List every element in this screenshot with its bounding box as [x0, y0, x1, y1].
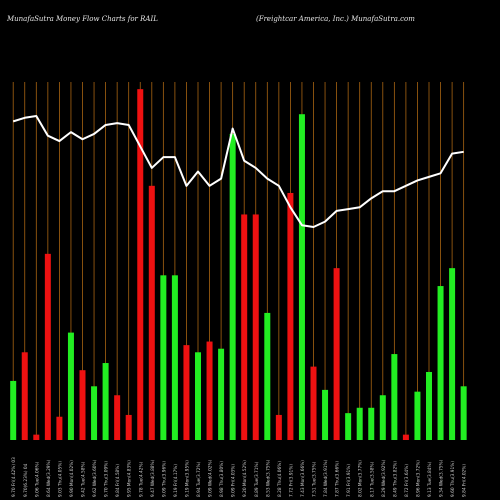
x-tick-label: 8.49 Thu(3.82%) [392, 461, 398, 497]
money-flow-bar-up [449, 268, 456, 440]
money-flow-bar-up [322, 389, 329, 440]
money-flow-bar-up [414, 391, 421, 440]
x-tick-label: 9.62 Wed(3.60%) [92, 459, 98, 497]
money-flow-bar-up [67, 332, 74, 440]
money-flow-bar-up [345, 413, 352, 440]
x-tick-label: 8.96 Mon(3.72%) [415, 460, 421, 497]
money-flow-bar-up [160, 275, 167, 440]
money-flow-bar-down [402, 434, 409, 440]
money-flow-bar-down [206, 341, 213, 440]
price-line [12, 115, 464, 228]
money-flow-bar-up [229, 133, 236, 440]
x-tick-label: 9.19 Mon(3.95%) [184, 460, 190, 497]
x-tick-label: 7.87 Thu(3.66%) [335, 461, 341, 497]
x-tick-label: 8.28 Thu(4.06%) [277, 461, 283, 497]
money-flow-bar-down [21, 352, 28, 440]
money-flow-bar-down [137, 89, 144, 440]
money-flow-bar-up [298, 114, 305, 440]
x-tick-label: 8.72 Fri(3.64%) [404, 464, 410, 497]
money-flow-bar-down [33, 434, 40, 440]
x-tick-label: 8.64 Wed(3.29%) [46, 459, 52, 497]
money-flow-bar-up [195, 352, 201, 440]
x-tick-label: 9.70(6.23%) 04 [23, 463, 29, 497]
money-flow-bar-down [183, 345, 190, 440]
x-tick-label: 9.70 Fri(4.42%) 03 [11, 457, 17, 497]
money-flow-bar-up [102, 363, 109, 440]
x-tick-label: 7.43 Mon(3.66%) [300, 460, 306, 497]
money-flow-bar-down [44, 253, 51, 440]
money-flow-bar-down [79, 370, 86, 440]
money-flow-bar-down [310, 366, 317, 440]
x-tick-label: 8.29 Wed(3.92%) [381, 459, 387, 497]
x-tick-label: 9.20 Mon(4.52%) [242, 460, 248, 497]
x-tick-label: 8.89 Tue(3.71%) [254, 461, 260, 497]
money-flow-bar-up [171, 275, 178, 440]
x-tick-label: 9.60 Thu(3.91%) [450, 461, 456, 497]
x-tick-label: 9.70 Thu(3.09%) [104, 461, 110, 497]
x-tick-label: 9.42 Tue(4.58%) [81, 461, 87, 497]
money-flow-bar-down [241, 214, 248, 440]
x-tick-label: 9.09 Fri(4.03%) [231, 464, 237, 497]
x-tick-label: 8.17 Tue(3.58%) [369, 461, 375, 497]
money-flow-bar-up [356, 407, 363, 440]
x-tick-label: 7.72 Fri(3.91%) [288, 464, 294, 497]
money-flow-bar-down [287, 192, 294, 440]
x-tick-label: 9.09 Wed(4.02%) [208, 459, 214, 497]
x-tick-label: 9.34 Wed(3.75%) [439, 459, 445, 497]
money-flow-bar-up [437, 286, 444, 440]
x-tick-label: 9.84 Fri(4.02%) [462, 464, 468, 497]
x-tick-label: 9.09 Thu(3.96%) [161, 461, 167, 497]
money-flow-bar-down [333, 268, 340, 440]
chart-title: MunafaSutra Money Flow Charts for RAIL [7, 15, 158, 23]
money-flow-bar-up [218, 348, 225, 440]
money-flow-bar-up [368, 407, 375, 440]
x-tick-label: 7.84 Wed(3.91%) [323, 459, 329, 497]
x-tick-label: 7.91 Fri(3.91%) [346, 464, 352, 497]
money-flow-bar-up [391, 354, 398, 440]
x-tick-label: 8.98 Thu(3.80%) [219, 461, 225, 497]
x-tick-label: 8.02 Mon(3.77%) [358, 460, 364, 497]
x-tick-label: 7.51 Tue(3.75%) [312, 461, 318, 497]
money-flow-bar-up [426, 371, 432, 440]
x-tick-label: 9.95 Mon(4.83%) [127, 460, 133, 497]
money-flow-bar-up [91, 386, 98, 440]
x-tick-label: 9.03 Thu(4.05%) [57, 461, 63, 497]
x-tick-label: 8.94 Tue(3.72%) [196, 461, 202, 497]
money-flow-bar-up [10, 380, 17, 440]
money-flow-bar-down [125, 414, 132, 440]
money-flow-bar-up [264, 312, 271, 440]
money-flow-bar-down [252, 214, 259, 440]
x-tick-label: 9.06 Tue(4.06%) [34, 461, 40, 497]
x-tick-label: 9.84 Fri(4.58%) [115, 464, 121, 497]
x-tick-label: 8.53 Wed(3.75%) [265, 459, 271, 497]
x-tick-label: 9.78 Tue(4.42%) [138, 461, 144, 497]
x-tick-label: 9.47 Wed(3.88%) [150, 459, 156, 497]
chart-subtitle: (Freightcar America, Inc.) MunafaSutra.c… [256, 15, 415, 23]
money-flow-bar-up [379, 395, 386, 440]
money-flow-bar-down [148, 185, 155, 440]
money-flow-bar-down [275, 414, 282, 440]
money-flow-bar-down [114, 395, 121, 440]
money-flow-bar-up [460, 386, 467, 440]
money-flow-bar-down [56, 416, 63, 440]
x-tick-label: 9.13 Tue(3.84%) [427, 461, 433, 497]
x-tick-label: 9.90 Mon(4.02%) [69, 460, 75, 497]
x-tick-label: 9.19 Fri(4.17%) [173, 464, 179, 497]
